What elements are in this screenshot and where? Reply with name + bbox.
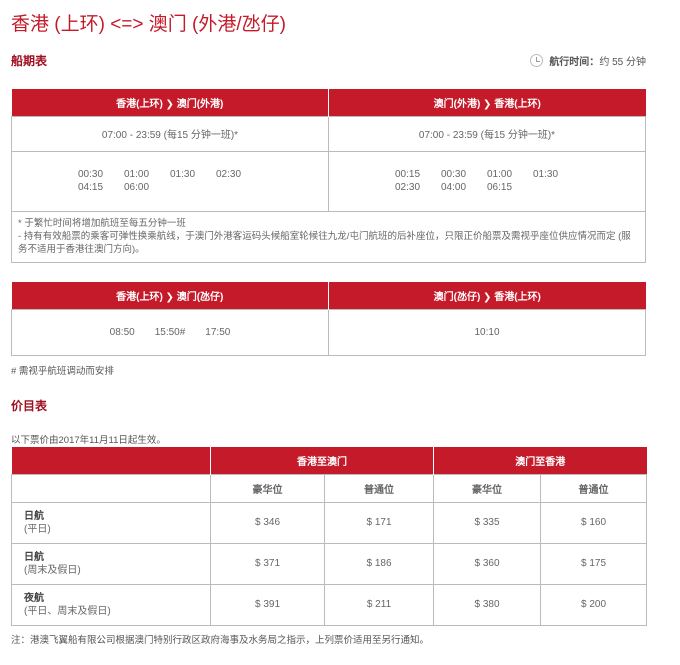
fares-table: 香港至澳门 澳门至香港 豪华位 普通位 豪华位 普通位 日航 (平日) $ 346 $ … (11, 447, 647, 626)
departure-time: 04:15 (78, 182, 104, 193)
departure-time: 01:00 (487, 169, 513, 180)
fare-type: 夜航 (平日、周末及假日) (11, 583, 211, 626)
fare-type-sub: (周末及假日) (24, 564, 81, 576)
route-header: 澳门(外港) ❯ 香港(上环) (328, 89, 646, 116)
fare-row: 夜航 (平日、周末及假日) $ 391 $ 211 $ 380 $ 200 (11, 583, 647, 626)
fare-type-name: 日航 (24, 510, 44, 522)
group-header: 澳门至香港 (433, 447, 647, 474)
fare-type-name: 夜航 (24, 592, 44, 604)
departure-time: 08:50 (109, 326, 135, 338)
schedule-heading: 船期表 (11, 54, 48, 68)
departure-time: 06:00 (124, 182, 150, 193)
fare-price: $ 175 (540, 542, 647, 585)
fares-note: 注：港澳飞翼船有限公司根据澳门特别行政区政府海事及水务局之指示，上列票价适用至另… (11, 635, 430, 646)
departure-time: 15:50# (154, 326, 186, 338)
departure-time: 17:50 (205, 326, 231, 338)
schedule-table-taipa: 香港(上环) ❯ 澳门(氹仔) 澳门(氹仔) ❯ 香港(上环) 08:50 15:5… (11, 282, 646, 356)
clock-icon (530, 54, 544, 67)
route-header: 香港(上环) ❯ 澳门(氹仔) (11, 282, 329, 309)
group-header: 香港至澳门 (210, 447, 434, 474)
duration: 航行时间：约 55 分钟 (530, 53, 646, 68)
fare-type: 日航 (平日) (11, 501, 211, 544)
schedule-notes: * 于繁忙时间将增加航班至每五分钟一班 - 持有有效船票的乘客可弹性换乘航线，于… (11, 210, 646, 263)
fare-type-sub: (平日) (24, 523, 51, 535)
fare-price: $ 171 (324, 501, 434, 544)
fare-price: $ 346 (210, 501, 325, 544)
class-header: 豪华位 (210, 473, 325, 503)
footnote: # 需视乎航班调动而安排 (11, 366, 114, 377)
regular-service: 07:00 - 23:59 (每15 分钟一班)* (328, 115, 646, 152)
departure-time: 01:30 (170, 169, 196, 180)
note-line: - 持有有效船票的乘客可弹性换乘航线，于澳门外港客运码头候船室轮候往九龙/屯门航… (18, 231, 631, 255)
fare-price: $ 391 (210, 583, 325, 626)
fare-price: $ 186 (324, 542, 434, 585)
fare-price: $ 211 (324, 583, 434, 626)
departure-time: 06:15 (487, 182, 513, 193)
departure-time: 04:00 (441, 182, 467, 193)
sailing-times: 08:50 15:50# 17:50 (11, 308, 329, 356)
route-header: 香港(上环) ❯ 澳门(外港) (11, 89, 329, 116)
duration-label: 航行时间： (549, 57, 600, 68)
departure-time: 10:10 (474, 326, 500, 338)
night-times: 00:30 01:00 01:30 02:30 04:15 06:00 (11, 150, 329, 212)
fare-price: $ 200 (540, 583, 647, 626)
fare-type-name: 日航 (24, 551, 44, 563)
departure-time: 00:30 (441, 169, 467, 180)
sailing-times: 10:10 (328, 308, 646, 356)
fare-price: $ 160 (540, 501, 647, 544)
note-line: * 于繁忙时间将增加航班至每五分钟一班 (18, 218, 186, 229)
departure-time: 02:30 (395, 182, 421, 193)
fare-type: 日航 (周末及假日) (11, 542, 211, 585)
departure-time: 00:15 (395, 169, 421, 180)
departure-time: 01:30 (533, 169, 559, 180)
fare-row: 日航 (平日) $ 346 $ 171 $ 335 $ 160 (11, 501, 647, 544)
fare-price: $ 371 (210, 542, 325, 585)
departure-time: 00:30 (78, 169, 104, 180)
route-header: 澳门(氹仔) ❯ 香港(上环) (328, 282, 646, 309)
fare-price: $ 380 (433, 583, 541, 626)
fare-price: $ 335 (433, 501, 541, 544)
night-times: 00:15 00:30 01:00 01:30 02:30 04:00 06:15 (328, 150, 646, 212)
class-header: 豪华位 (433, 473, 541, 503)
schedule-table-outer-harbour: 香港(上环) ❯ 澳门(外港) 澳门(外港) ❯ 香港(上环) 07:00 - 2… (11, 89, 646, 263)
page-title: 香港 (上环) <=> 澳门 (外港/氹仔) (11, 14, 286, 35)
class-header: 普通位 (540, 473, 647, 503)
fare-row: 日航 (周末及假日) $ 371 $ 186 $ 360 $ 175 (11, 542, 647, 585)
departure-time: 01:00 (124, 169, 150, 180)
effective-date: 以下票价由2017年11月11日起生效。 (11, 435, 166, 446)
class-header: 普通位 (324, 473, 434, 503)
duration-value: 约 55 分钟 (599, 57, 646, 68)
regular-service: 07:00 - 23:59 (每15 分钟一班)* (11, 115, 329, 152)
fare-type-sub: (平日、周末及假日) (24, 605, 111, 617)
departure-time: 02:30 (216, 169, 242, 180)
fare-price: $ 360 (433, 542, 541, 585)
fares-heading: 价目表 (11, 399, 48, 413)
